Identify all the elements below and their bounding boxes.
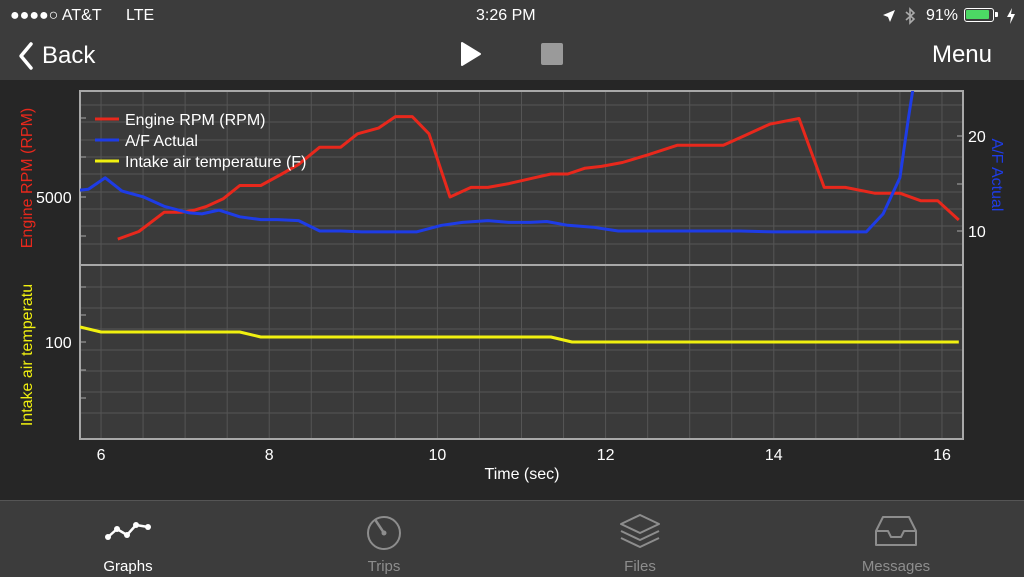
- x-tick-label: 6: [97, 447, 106, 464]
- network-label: LTE: [126, 7, 155, 24]
- menu-button[interactable]: Menu: [931, 41, 992, 68]
- tab-label-graphs: Graphs: [103, 558, 153, 575]
- location-arrow-icon: [883, 10, 895, 22]
- legend-label-af-actual: A/F Actual: [125, 133, 198, 150]
- y-axis-label-engine-rpm: Engine RPM (RPM): [19, 108, 36, 248]
- layers-icon: [620, 514, 660, 548]
- tab-label-messages: Messages: [861, 558, 931, 575]
- tab-label-trips: Trips: [367, 558, 401, 575]
- y-right-tick-label-20: 20: [968, 129, 986, 146]
- back-label: Back: [42, 42, 96, 69]
- nav-bar: Back Menu: [0, 32, 1024, 80]
- x-tick-label: 14: [765, 447, 783, 464]
- y-bottom-tick-label-100: 100: [45, 335, 72, 352]
- back-button[interactable]: Back: [18, 38, 95, 74]
- chevron-left-icon: [19, 42, 33, 70]
- bottom-plot-frame: [79, 264, 964, 440]
- x-tick-label: 16: [933, 447, 951, 464]
- y-axis-label-af-actual: A/F Actual: [988, 139, 1005, 212]
- graph-icon: [105, 522, 151, 540]
- y-left-tick-label-5000: 5000: [36, 190, 72, 207]
- legend: Engine RPM (RPM) A/F Actual Intake air t…: [95, 112, 306, 171]
- gauge-icon: [367, 516, 401, 550]
- legend-label-engine-rpm: Engine RPM (RPM): [125, 112, 265, 129]
- carrier-label: ●●●●○ AT&T: [10, 7, 102, 24]
- x-tick-labels: 6 8 10 12 14 16: [97, 447, 951, 464]
- stop-button[interactable]: [541, 43, 563, 65]
- tab-messages[interactable]: Messages: [768, 501, 1024, 577]
- bluetooth-icon: [905, 7, 916, 25]
- series-line-af-actual: [80, 91, 915, 234]
- x-axis-label: Time (sec): [485, 466, 560, 483]
- chart-area: Engine RPM (RPM) A/F Actual Intake air t…: [0, 80, 1024, 500]
- inbox-icon: [875, 516, 917, 546]
- battery-icon: [964, 8, 998, 22]
- y-axis-label-intake-air-temp: Intake air temperatu: [19, 284, 36, 426]
- clock-time: 3:26 PM: [476, 7, 536, 24]
- chart-svg[interactable]: Engine RPM (RPM) A/F Actual Intake air t…: [0, 80, 1024, 500]
- tab-label-files: Files: [624, 558, 656, 575]
- grid-layer: [80, 91, 963, 439]
- legend-label-intake-air-temp: Intake air temperature (F): [125, 154, 306, 171]
- status-bar: ●●●●○ AT&T LTE 3:26 PM 91%: [0, 0, 1024, 32]
- battery-percent: 91%: [926, 7, 959, 24]
- series-line-intake-air-temp: [80, 325, 959, 344]
- x-tick-label: 10: [429, 447, 447, 464]
- ticks-layer: [80, 117, 963, 399]
- tab-graphs[interactable]: Graphs: [0, 501, 256, 577]
- play-button[interactable]: [456, 40, 484, 68]
- charging-bolt-icon: [1007, 8, 1015, 24]
- tab-bar: Graphs Trips Files Messages: [0, 500, 1024, 577]
- x-tick-label: 12: [597, 447, 615, 464]
- y-right-tick-label-10: 10: [968, 224, 986, 241]
- series-line-engine-rpm: [117, 115, 960, 241]
- x-tick-label: 8: [265, 447, 274, 464]
- tab-trips[interactable]: Trips: [256, 501, 512, 577]
- tab-files[interactable]: Files: [512, 501, 768, 577]
